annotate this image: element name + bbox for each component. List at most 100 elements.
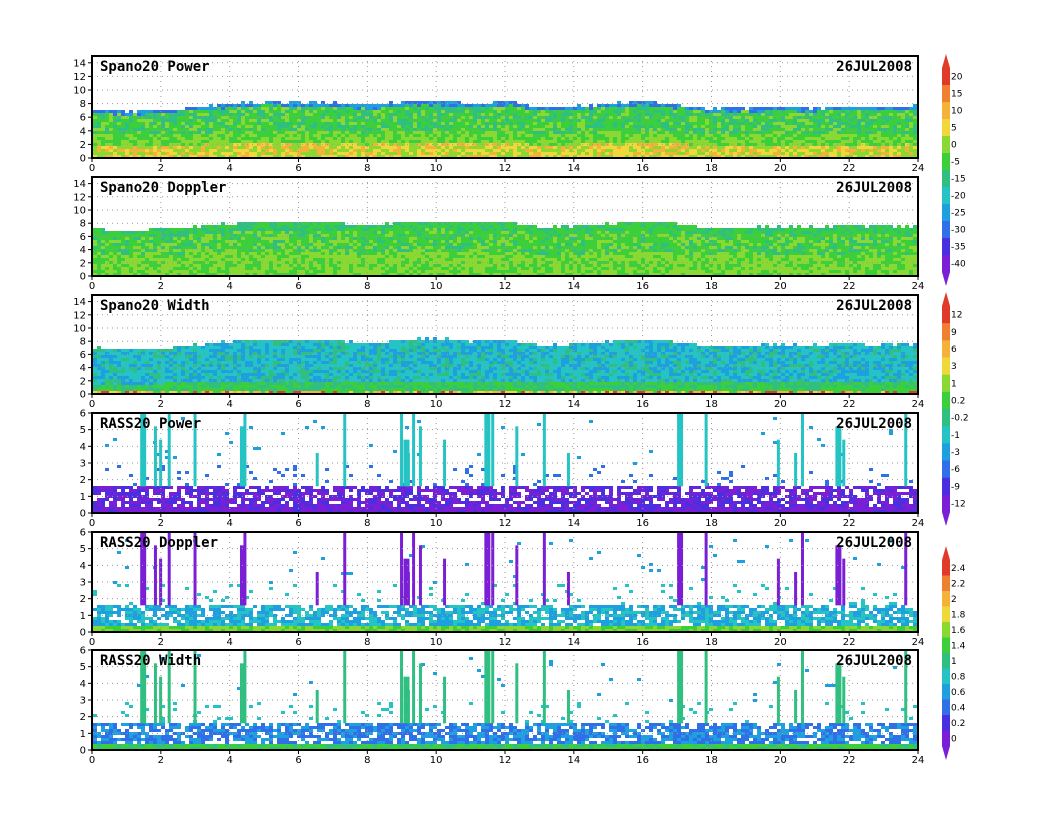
- x-tick-label: 24: [912, 637, 925, 648]
- x-tick-label: 10: [430, 281, 443, 292]
- x-tick-label: 24: [912, 163, 925, 174]
- colorbar-segment: [942, 119, 950, 137]
- y-tick-label: 0: [80, 154, 86, 165]
- spike-mark: [904, 650, 908, 724]
- panel-cells: [93, 101, 917, 158]
- y-tick-label: 14: [73, 297, 86, 308]
- x-tick-label: 2: [158, 755, 164, 766]
- y-tick-label: 6: [80, 350, 86, 361]
- colorbar-segment: [942, 715, 950, 731]
- spike-mark: [167, 413, 171, 487]
- spike-mark: [403, 439, 410, 487]
- y-tick-label: 4: [80, 679, 86, 690]
- spike-mark: [904, 532, 908, 606]
- x-tick-label: 10: [430, 163, 443, 174]
- colorbar-segment: [942, 221, 950, 239]
- spike-mark: [776, 558, 780, 606]
- panel-title: RASS20 Power: [100, 416, 201, 432]
- y-tick-label: 2: [80, 376, 86, 387]
- spike-mark: [243, 532, 247, 606]
- y-tick-label: 0: [80, 746, 86, 757]
- x-tick-label: 8: [364, 163, 370, 174]
- y-tick-label: 6: [80, 113, 86, 124]
- colorbar-segment: [942, 730, 950, 747]
- spike-mark: [704, 532, 708, 606]
- y-tick-label: 10: [73, 324, 86, 335]
- x-tick-label: 16: [636, 399, 649, 410]
- x-tick-label: 0: [89, 281, 95, 292]
- colorbar-label: 5: [951, 124, 957, 134]
- x-tick-label: 12: [499, 281, 512, 292]
- colorbar-label: 0.4: [951, 703, 966, 713]
- y-tick-label: 14: [73, 58, 86, 69]
- colorbar-segment: [942, 668, 950, 685]
- y-tick-label: 3: [80, 459, 86, 470]
- spike-mark: [542, 413, 546, 487]
- spike-mark: [566, 453, 570, 487]
- x-tick-label: 20: [774, 399, 787, 410]
- x-tick-label: 2: [158, 281, 164, 292]
- panel-date: 26JUL2008: [836, 298, 912, 314]
- spike-mark: [835, 663, 842, 724]
- panel-title: Spano20 Width: [100, 298, 210, 314]
- spike-mark: [140, 413, 147, 487]
- spike-mark: [677, 413, 684, 487]
- colorbar-label: -3: [951, 448, 960, 458]
- x-tick-label: 10: [430, 399, 443, 410]
- spike-mark: [153, 663, 157, 724]
- spike-mark: [842, 676, 846, 724]
- spike-mark: [406, 690, 410, 724]
- colorbar-label: -30: [951, 226, 966, 236]
- y-tick-label: 1: [80, 492, 86, 503]
- x-tick-label: 8: [364, 281, 370, 292]
- spike-mark: [167, 650, 171, 724]
- spike-mark: [167, 532, 171, 606]
- y-tick-label: 6: [80, 409, 86, 420]
- colorbar-label: 12: [951, 311, 962, 321]
- panel-spikes: [140, 650, 908, 724]
- colorbar-segment: [942, 684, 950, 700]
- y-tick-label: 4: [80, 126, 86, 137]
- spike-mark: [835, 545, 842, 606]
- x-tick-label: 22: [843, 163, 856, 174]
- x-tick-label: 16: [636, 755, 649, 766]
- colorbar-segment: [942, 238, 950, 256]
- y-tick-label: 0: [80, 509, 86, 520]
- x-tick-label: 6: [295, 637, 301, 648]
- y-tick-label: 6: [80, 646, 86, 657]
- x-tick-label: 10: [430, 637, 443, 648]
- colorbar-segment: [942, 409, 950, 427]
- panel-title: Spano20 Doppler: [100, 180, 226, 196]
- y-tick-label: 2: [80, 594, 86, 605]
- y-tick-label: 2: [80, 140, 86, 151]
- colorbar-segment: [942, 204, 950, 222]
- spike-mark: [704, 650, 708, 724]
- spike-mark: [343, 532, 347, 606]
- colorbar-label: 6: [951, 345, 957, 355]
- spike-mark: [315, 572, 319, 606]
- colorbar-label: -15: [951, 175, 966, 185]
- spike-mark: [315, 690, 319, 724]
- colorbar-segment: [942, 136, 950, 154]
- spike-mark: [515, 545, 519, 606]
- colorbar-label: 1: [951, 379, 957, 389]
- spike-mark: [776, 676, 780, 724]
- colorbar-segment: [942, 323, 950, 341]
- x-tick-label: 16: [636, 163, 649, 174]
- x-tick-label: 20: [774, 163, 787, 174]
- x-tick-label: 8: [364, 637, 370, 648]
- y-tick-label: 12: [73, 310, 86, 321]
- panel-date: 26JUL2008: [836, 416, 912, 432]
- colorbar-segment: [942, 85, 950, 103]
- colorbar-label: 3: [951, 362, 957, 372]
- y-tick-label: 2: [80, 258, 86, 269]
- y-tick-label: 3: [80, 696, 86, 707]
- panel-date: 26JUL2008: [836, 59, 912, 75]
- colorbar-label: 2: [951, 595, 957, 605]
- colorbar-segment: [942, 426, 950, 444]
- panel-cells: [93, 222, 917, 276]
- x-tick-label: 18: [705, 637, 718, 648]
